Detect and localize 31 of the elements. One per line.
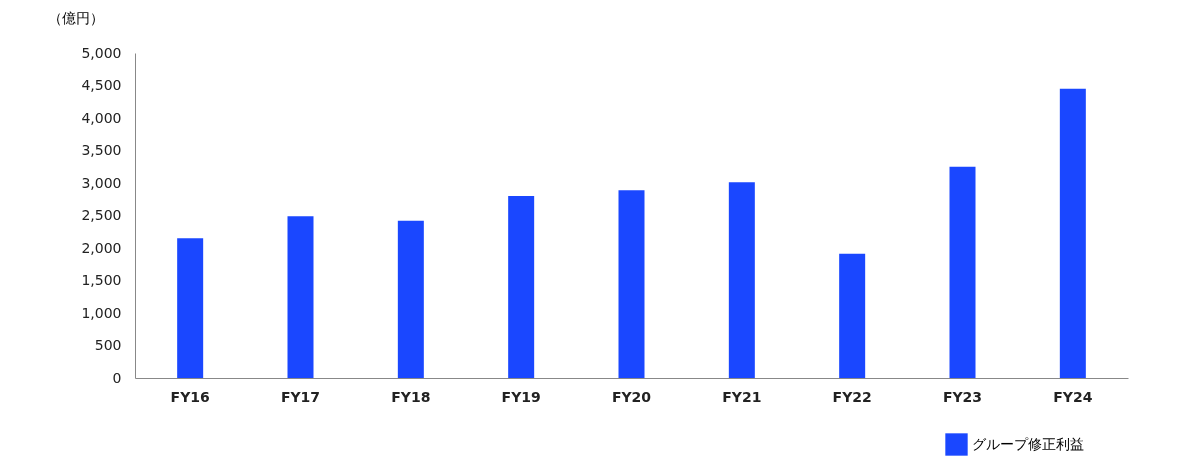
bar xyxy=(839,253,866,378)
x-tick-label: FY19 xyxy=(501,388,541,405)
x-tick-label: FY23 xyxy=(942,388,983,405)
y-axis-title: （億円） xyxy=(47,9,104,26)
x-tick-label: FY17 xyxy=(280,388,321,405)
x-tick-label: FY24 xyxy=(1053,388,1093,405)
y-tick-label: 3,000 xyxy=(81,174,122,191)
y-tick-label: 5,000 xyxy=(81,44,122,61)
y-tick-label: 4,000 xyxy=(81,109,122,126)
y-tick-label: 3,500 xyxy=(81,142,122,158)
x-tick-label: FY20 xyxy=(611,388,652,405)
bar xyxy=(618,190,645,378)
bar xyxy=(287,216,314,378)
y-tick-label: 1,000 xyxy=(81,304,122,321)
y-tick-label: 500 xyxy=(94,337,122,353)
x-tick-label: FY16 xyxy=(170,388,210,405)
bar xyxy=(397,220,424,378)
bar xyxy=(728,182,755,378)
y-tick-label: 2,500 xyxy=(81,207,122,223)
y-tick-label: 4,500 xyxy=(81,77,122,93)
y-tick-label: 0 xyxy=(112,369,122,386)
bar xyxy=(508,196,535,378)
x-tick-label: FY22 xyxy=(832,388,872,405)
y-tick-label: 1,500 xyxy=(81,272,122,288)
legend-label: グループ修正利益 xyxy=(972,435,1084,452)
bar xyxy=(1059,88,1086,378)
bar xyxy=(949,166,976,378)
y-tick-label: 2,000 xyxy=(81,239,122,256)
x-tick-label: FY18 xyxy=(391,388,431,405)
x-tick-label: FY21 xyxy=(722,388,762,405)
bar xyxy=(177,238,204,378)
